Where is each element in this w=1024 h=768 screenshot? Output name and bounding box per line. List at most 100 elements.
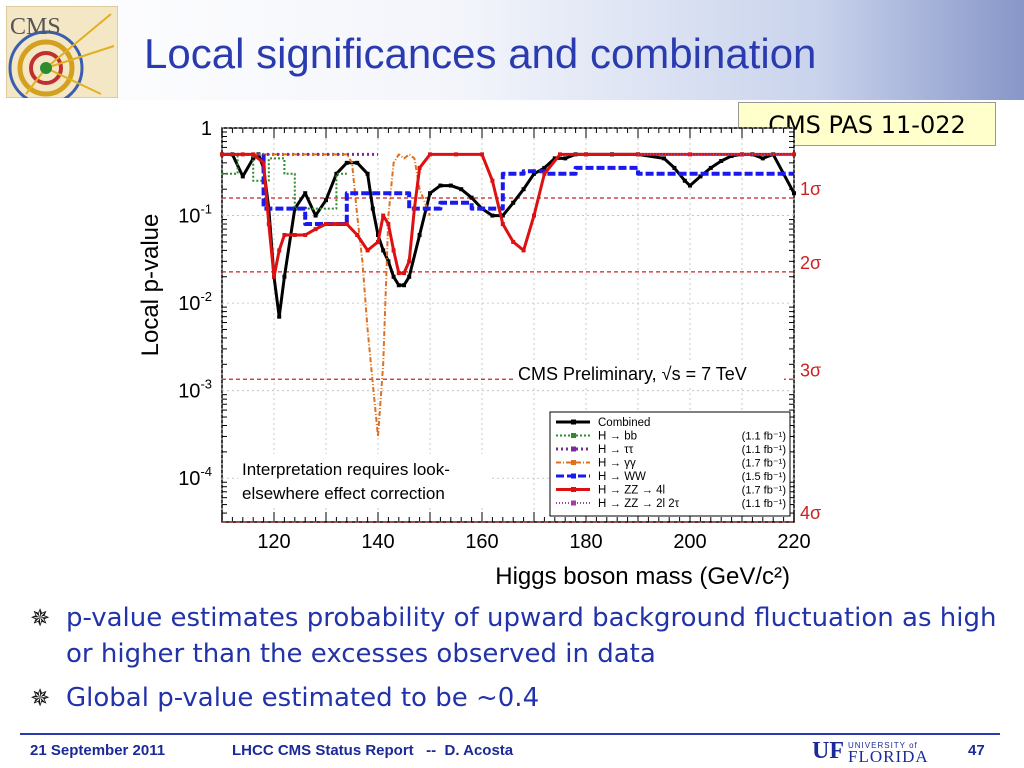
legend-marker [571, 460, 576, 465]
page-number: 47 [968, 742, 985, 759]
y-axis-label: Local p-value [137, 214, 164, 357]
uf-logo-university: UNIVERSITY of [848, 741, 918, 750]
slide-title: Local significances and combination [144, 30, 817, 77]
legend-lumi: (1.7 fb⁻¹) [742, 485, 786, 497]
series-marker-5 [521, 248, 526, 253]
series-marker-5 [381, 213, 386, 218]
cms-logo: CMS [6, 6, 118, 98]
x-axis-label: Higgs boson mass (GeV/c²) [495, 563, 790, 590]
y-tick-exponent: -3 [200, 377, 212, 392]
series-marker-0 [792, 191, 796, 196]
y-tick-label: 10-2 [178, 289, 212, 315]
series-marker-5 [272, 274, 276, 279]
p-value-chart: 120 140 160 180 200 220110-110-210-310-4Higgs… [137, 118, 821, 590]
x-tick-label: 160 [465, 531, 498, 553]
series-marker-0 [381, 248, 386, 253]
sigma-label: 2σ [800, 253, 821, 273]
series-marker-5 [386, 222, 391, 227]
y-tick-exponent: -1 [200, 202, 212, 217]
series-marker-5 [396, 271, 401, 276]
y-tick-base: 1 [201, 118, 212, 140]
series-marker-0 [500, 213, 505, 218]
series-marker-0 [365, 171, 370, 176]
y-tick-base: 10 [178, 381, 200, 403]
x-tick-label: 200 [673, 531, 706, 553]
legend-box [549, 411, 791, 517]
series-marker-0 [542, 165, 547, 170]
legend-lumi: (1.1 fb⁻¹) [742, 431, 786, 443]
y-tick-base: 10 [178, 206, 200, 228]
bullet-list: ✵ p-value estimates probability of upwar… [30, 600, 1010, 724]
asterisk-bullet-icon: ✵ [30, 604, 51, 632]
series-marker-0 [682, 178, 687, 183]
footer-date: 21 September 2011 [30, 742, 166, 759]
series-marker-5 [344, 222, 349, 227]
legend-lumi: (1.5 fb⁻¹) [742, 471, 786, 483]
legend-label: H → ZZ → 2l 2τ [598, 498, 680, 510]
series-marker-0 [719, 158, 724, 163]
series-marker-5 [266, 222, 271, 227]
series-marker-0 [672, 165, 677, 170]
series-marker-0 [532, 171, 536, 176]
series-marker-0 [282, 274, 287, 279]
series-marker-0 [469, 195, 474, 200]
series-marker-0 [428, 191, 432, 196]
series-marker-5 [402, 271, 406, 276]
uf-logo-mark: UF [812, 737, 844, 764]
bullet-item: ✵ Global p-value estimated to be ~0.4 [30, 680, 1010, 716]
x-tick-label: 220 [777, 531, 810, 553]
series-marker-5 [391, 248, 396, 253]
bullet-item: ✵ p-value estimates probability of upwar… [30, 600, 1010, 672]
legend-marker [571, 487, 576, 492]
y-tick-label: 1 [201, 118, 212, 140]
series-marker-0 [391, 274, 396, 279]
series-marker-0 [662, 156, 666, 161]
series-marker-0 [303, 191, 308, 196]
series-marker-5 [355, 232, 360, 237]
preliminary-label-bg [514, 360, 784, 386]
legend-label: H → γγ [598, 458, 636, 470]
series-line-3 [222, 153, 431, 438]
x-tick-label: 120 [257, 531, 290, 553]
footer-talk: LHCC CMS Status Report -- D. Acosta [232, 742, 514, 759]
series-marker-5 [500, 222, 505, 227]
series-marker-5 [454, 152, 458, 157]
series-marker-5 [251, 152, 256, 157]
series-marker-0 [355, 160, 360, 165]
x-tick-label: 140 [361, 531, 394, 553]
series-marker-0 [521, 187, 526, 192]
series-marker-0 [729, 153, 734, 158]
sigma-label: 4σ [800, 503, 821, 523]
legend-marker [571, 419, 576, 425]
legend-marker [571, 433, 576, 438]
legend-label: Combined [598, 417, 650, 429]
series-line-5 [222, 152, 794, 279]
sigma-label: 3σ [800, 360, 821, 380]
series-marker-5 [428, 152, 432, 157]
x-tick-label: 180 [569, 531, 602, 553]
series-marker-0 [760, 156, 765, 161]
series-marker-5 [334, 222, 339, 227]
series-marker-0 [688, 183, 692, 188]
y-tick-label: 10-3 [178, 377, 212, 403]
series-marker-0 [344, 160, 349, 165]
uf-logo-name: FLORIDA [848, 747, 929, 766]
legend-label: H → bb [598, 431, 637, 443]
series-marker-0 [396, 283, 401, 288]
series-marker-0 [490, 213, 495, 218]
header-band [0, 0, 1024, 100]
series-marker-5 [412, 206, 417, 211]
y-tick-base: 10 [178, 293, 200, 315]
series-marker-0 [552, 156, 557, 161]
series-marker-5 [282, 232, 287, 237]
series-marker-0 [708, 165, 713, 170]
series-marker-5 [365, 248, 370, 253]
series-marker-5 [417, 165, 422, 170]
cms-logo-text: CMS [10, 14, 61, 40]
lee-note-bg [238, 454, 490, 508]
series-marker-0 [251, 156, 256, 161]
legend-lumi: (1.1 fb⁻¹) [742, 498, 786, 510]
y-tick-exponent: -2 [200, 289, 212, 304]
series-marker-5 [303, 232, 308, 237]
series-marker-0 [698, 174, 703, 179]
